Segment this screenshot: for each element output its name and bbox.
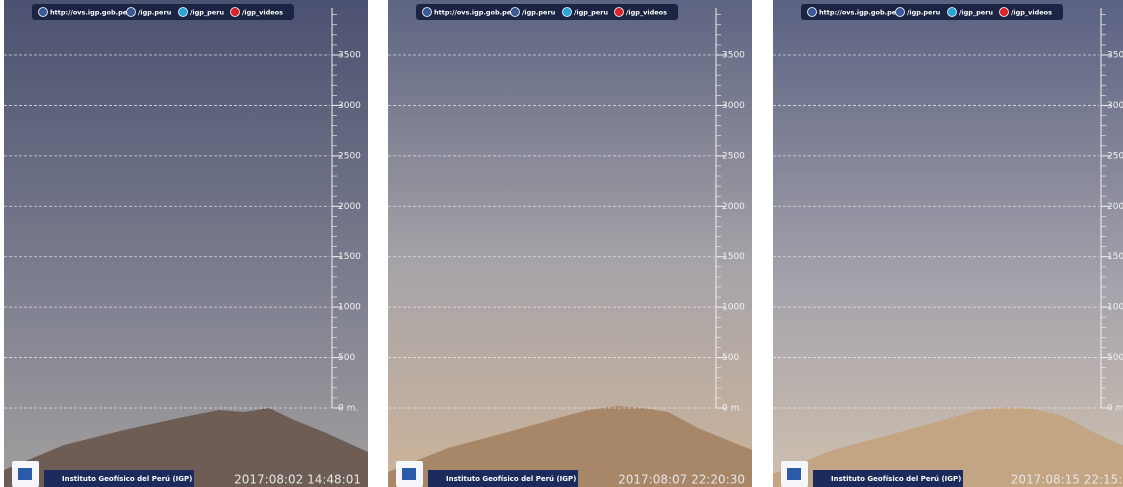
footer-label: Instituto Geofísico del Perú (IGP) — [62, 475, 192, 483]
link-icon — [39, 8, 48, 17]
logo-mark — [787, 468, 801, 480]
page: http://ovs.igp.gob.pe/igp.peru/igp_peru /… — [0, 0, 1123, 487]
header-link: http://ovs.igp.gob.pe — [50, 9, 128, 17]
header-link: /igp.peru — [138, 9, 172, 17]
scale-label: 0 m. — [338, 404, 358, 414]
webcam-image: http://ovs.igp.gob.pe/igp.peru/igp_peru /… — [388, 0, 752, 487]
footer-label: Instituto Geofísico del Perú (IGP) — [446, 475, 576, 483]
link-icon — [127, 8, 136, 17]
scale-label: 3000 — [338, 101, 361, 111]
header-link: /igp_peru — [574, 9, 608, 17]
scale-label: 3000 — [1107, 101, 1123, 111]
sky — [4, 0, 368, 487]
link-icon — [1000, 8, 1009, 17]
scale-label: 2000 — [1107, 202, 1123, 212]
header-link: /igp_peru — [959, 9, 993, 17]
sky — [773, 0, 1123, 487]
scale-label: 1000 — [1107, 303, 1123, 313]
link-icon — [615, 8, 624, 17]
scale-label: 2500 — [722, 151, 745, 161]
header-link: /igp_videos — [626, 9, 667, 17]
webcam-panel: http://ovs.igp.gob.pe/igp.peru/igp_peru /… — [773, 0, 1123, 487]
header-link: /igp_videos — [1011, 9, 1052, 17]
scale-label: 500 — [1107, 353, 1123, 363]
logo-mark — [402, 468, 416, 480]
scale-label: 3500 — [338, 51, 361, 61]
scale-label: 500 — [722, 353, 739, 363]
logo-mark — [18, 468, 32, 480]
scale-label: 500 — [338, 353, 355, 363]
link-icon — [511, 8, 520, 17]
link-icon — [948, 8, 957, 17]
scale-label: 1000 — [722, 303, 745, 313]
scale-label: 3500 — [722, 51, 745, 61]
scale-label: 2500 — [338, 151, 361, 161]
link-icon — [896, 8, 905, 17]
webcam-image: http://ovs.igp.gob.pe/igp.peru/igp_peru /… — [773, 0, 1123, 487]
header-link: http://ovs.igp.gob.pe — [434, 9, 512, 17]
link-icon — [563, 8, 572, 17]
header-link: /igp.peru — [522, 9, 556, 17]
header-link: /igp.peru — [907, 9, 941, 17]
link-icon — [423, 8, 432, 17]
scale-label: 3500 — [1107, 51, 1123, 61]
header-link: /igp_videos — [242, 9, 283, 17]
scale-label: 0 m. — [1107, 404, 1123, 414]
header-link: http://ovs.igp.gob.pe — [819, 9, 897, 17]
sky — [388, 0, 752, 487]
timestamp: 2017:08:15 22:15:0 — [1011, 473, 1123, 487]
footer-label: Instituto Geofísico del Perú (IGP) — [831, 475, 961, 483]
timestamp: 2017:08:02 14:48:01 — [234, 473, 361, 487]
header-link: /igp_peru — [190, 9, 224, 17]
scale-label: 1500 — [1107, 252, 1123, 262]
webcam-image: http://ovs.igp.gob.pe/igp.peru/igp_peru /… — [4, 0, 368, 487]
scale-label: 2000 — [722, 202, 745, 212]
scale-label: 1500 — [338, 252, 361, 262]
link-icon — [231, 8, 240, 17]
webcam-panel: http://ovs.igp.gob.pe/igp.peru/igp_peru /… — [4, 0, 368, 487]
scale-label: 1500 — [722, 252, 745, 262]
scale-label: 2000 — [338, 202, 361, 212]
webcam-panel: http://ovs.igp.gob.pe/igp.peru/igp_peru /… — [388, 0, 752, 487]
link-icon — [179, 8, 188, 17]
scale-label: 0 m. — [722, 404, 742, 414]
scale-label: 1000 — [338, 303, 361, 313]
link-icon — [808, 8, 817, 17]
scale-label: 2500 — [1107, 151, 1123, 161]
scale-label: 3000 — [722, 101, 745, 111]
timestamp: 2017:08:07 22:20:30 — [618, 473, 745, 487]
